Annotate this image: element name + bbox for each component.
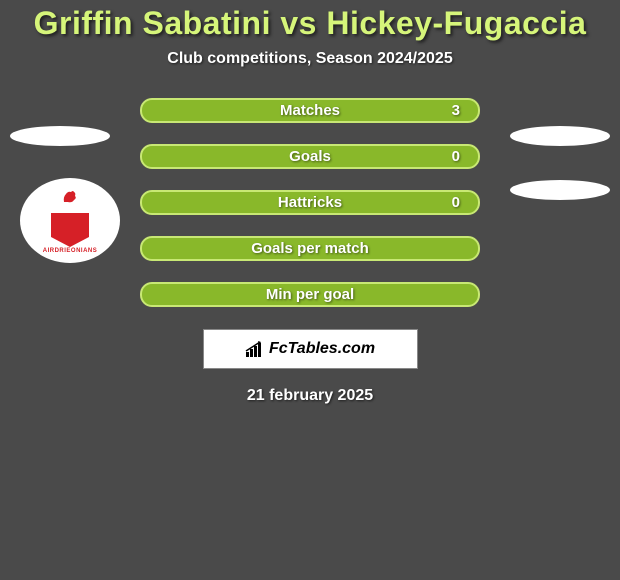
stat-row-min-per-goal: Min per goal: [140, 282, 480, 307]
stat-label: Hattricks: [278, 194, 342, 211]
player-right-shape-1: [510, 126, 610, 146]
stats-list: Matches 3 Goals 0 Hattricks 0 Goals per …: [140, 98, 480, 307]
rooster-icon: [61, 189, 79, 205]
stat-label: Goals: [289, 148, 331, 165]
badge-shield: [51, 213, 89, 237]
stat-label: Matches: [280, 102, 340, 119]
footer-date: 21 february 2025: [247, 387, 373, 405]
stat-value: 3: [452, 102, 460, 119]
club-badge: AFC AIRDRIEONIANS: [20, 178, 120, 263]
badge-afc-text: AFC: [61, 204, 80, 214]
brand-text: FcTables.com: [269, 340, 375, 358]
player-left-shape-1: [10, 126, 110, 146]
comparison-card: Griffin Sabatini vs Hickey-Fugaccia Club…: [0, 0, 620, 580]
club-badge-inner: AFC AIRDRIEONIANS: [35, 186, 105, 256]
player-right-shape-2: [510, 180, 610, 200]
stat-row-hattricks: Hattricks 0: [140, 190, 480, 215]
badge-club-name: AIRDRIEONIANS: [43, 248, 98, 254]
stat-row-goals-per-match: Goals per match: [140, 236, 480, 261]
brand-attribution[interactable]: FcTables.com: [203, 329, 418, 369]
stat-row-matches: Matches 3: [140, 98, 480, 123]
stat-value: 0: [452, 148, 460, 165]
stat-label: Min per goal: [266, 286, 354, 303]
bar-chart-icon: [245, 340, 265, 358]
stat-label: Goals per match: [251, 240, 369, 257]
page-title: Griffin Sabatini vs Hickey-Fugaccia: [34, 5, 587, 42]
page-subtitle: Club competitions, Season 2024/2025: [167, 50, 452, 68]
stat-row-goals: Goals 0: [140, 144, 480, 169]
stat-value: 0: [452, 194, 460, 211]
